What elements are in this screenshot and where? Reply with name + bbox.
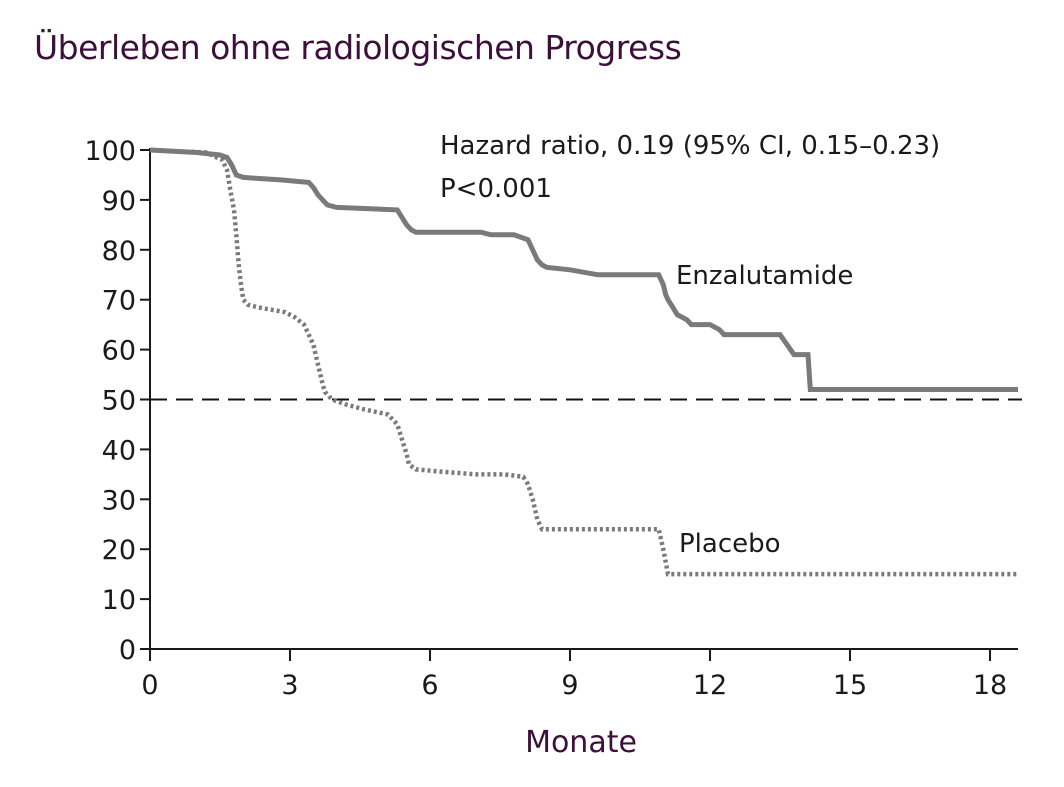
- series-label-placebo: Placebo: [679, 529, 781, 559]
- x-tick-label-15: 15: [833, 670, 867, 701]
- hazard-ratio-annotation: Hazard ratio, 0.19 (95% CI, 0.15–0.23): [440, 131, 940, 161]
- x-tick-label-9: 9: [561, 670, 578, 701]
- labels: Hazard ratio, 0.19 (95% CI, 0.15–0.23) P…: [440, 131, 940, 760]
- p-value-annotation: P<0.001: [440, 174, 552, 204]
- series-line-enzalutamide: [149, 147, 1018, 392]
- series-lines: [149, 147, 1018, 577]
- y-tick-label-10: 10: [102, 585, 136, 616]
- y-tick-label-60: 60: [102, 336, 136, 367]
- x-tick-label-12: 12: [693, 670, 727, 701]
- y-tick-label-100: 100: [84, 136, 136, 167]
- chart-title: Überleben ohne radiologischen Progress: [34, 28, 682, 67]
- y-tick-label-90: 90: [102, 186, 136, 217]
- y-tick-label-80: 80: [102, 236, 136, 267]
- y-tick-label-30: 30: [102, 485, 136, 516]
- x-axis-title: Monate: [525, 725, 637, 760]
- y-tick-label-0: 0: [119, 635, 136, 666]
- axes: 0 10 20 30 40 50 60 70 80 90 100 0 3 6 9 12 15 18: [84, 136, 1018, 701]
- x-tick-label-0: 0: [141, 670, 158, 701]
- series-line-placebo: [149, 147, 1018, 577]
- y-tick-label-40: 40: [102, 435, 136, 466]
- series-label-enzalutamide: Enzalutamide: [676, 261, 853, 291]
- x-tick-label-3: 3: [281, 670, 298, 701]
- y-tick-label-70: 70: [102, 286, 136, 317]
- x-tick-label-6: 6: [421, 670, 438, 701]
- y-tick-label-20: 20: [102, 535, 136, 566]
- y-tick-label-50: 50: [102, 386, 136, 417]
- x-tick-label-18: 18: [973, 670, 1007, 701]
